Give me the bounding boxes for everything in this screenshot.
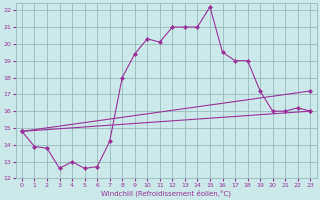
X-axis label: Windchill (Refroidissement éolien,°C): Windchill (Refroidissement éolien,°C) bbox=[101, 189, 231, 197]
